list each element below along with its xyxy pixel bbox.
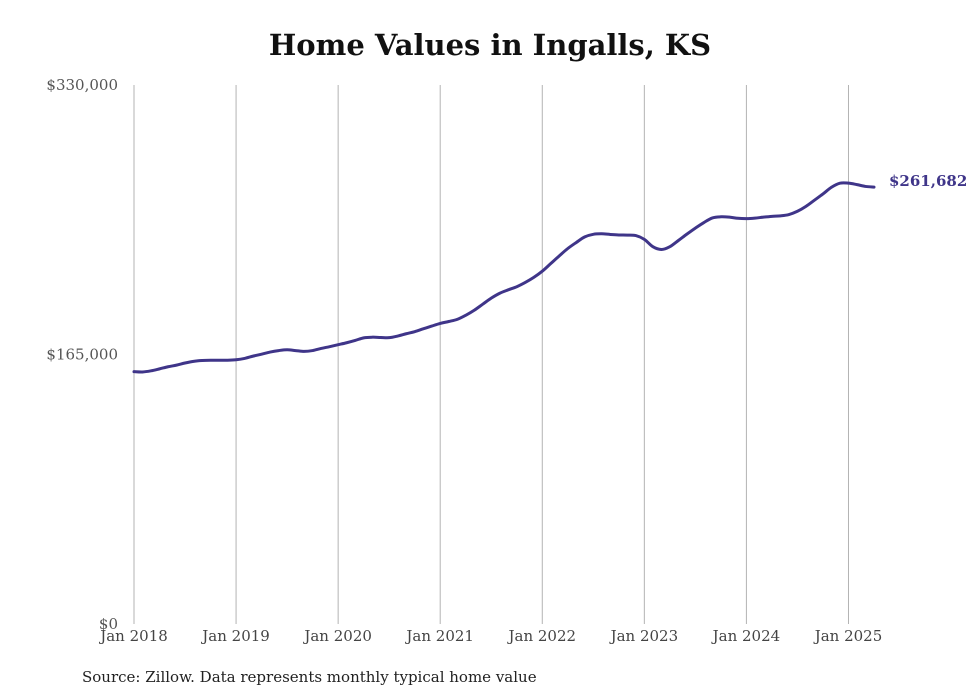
x-tick-label: Jan 2018	[98, 627, 168, 645]
annotation-layer: $261,682	[889, 172, 967, 190]
x-tick-label: Jan 2020	[302, 627, 372, 645]
x-tick-label: Jan 2023	[609, 627, 679, 645]
end-value-label: $261,682	[889, 172, 967, 190]
y-tick-label: $330,000	[46, 76, 118, 94]
x-axis-ticks: Jan 2018 Jan 2019 Jan 2020 Jan 2021 Jan 2022…	[98, 627, 882, 645]
x-tick-label: Jan 2025	[813, 627, 883, 645]
chart-title: Home Values in Ingalls, KS	[268, 28, 712, 62]
y-tick-label: $0	[99, 615, 118, 633]
series-line-0	[132, 181, 876, 374]
source-note: Source: Zillow. Data represents monthly …	[82, 668, 537, 686]
y-tick-label: $165,000	[46, 346, 118, 364]
x-tick-label: Jan 2024	[711, 627, 781, 645]
series-layer	[132, 181, 876, 374]
x-tick-label: Jan 2022	[506, 627, 576, 645]
x-tick-label: Jan 2021	[404, 627, 474, 645]
gridlines	[133, 85, 849, 624]
x-tick-label: Jan 2019	[200, 627, 270, 645]
y-axis-ticks: $0 $165,000 $330,000	[46, 76, 118, 633]
